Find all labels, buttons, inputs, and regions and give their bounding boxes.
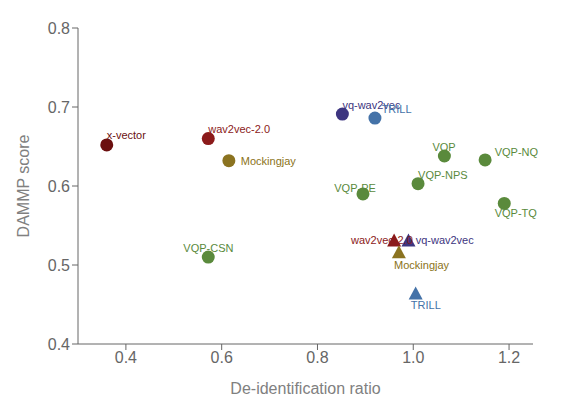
svg-text:0.8: 0.8 bbox=[48, 20, 70, 37]
svg-text:0.6: 0.6 bbox=[48, 178, 70, 195]
svg-text:Mockingjay: Mockingjay bbox=[394, 259, 450, 271]
svg-text:x-vector: x-vector bbox=[107, 129, 146, 141]
svg-text:Mockingjay: Mockingjay bbox=[241, 155, 297, 167]
svg-text:vq-wav2vec: vq-wav2vec bbox=[416, 234, 475, 246]
svg-text:DAMMP score: DAMMP score bbox=[15, 134, 32, 237]
svg-text:0.4: 0.4 bbox=[48, 336, 70, 353]
svg-text:0.4: 0.4 bbox=[115, 349, 137, 366]
svg-text:wav2vec-2.0: wav2vec-2.0 bbox=[350, 234, 413, 246]
svg-text:0.6: 0.6 bbox=[211, 349, 233, 366]
svg-text:VQP-PE: VQP-PE bbox=[334, 182, 376, 194]
svg-text:1.2: 1.2 bbox=[498, 349, 520, 366]
svg-text:De-identification ratio: De-identification ratio bbox=[230, 380, 380, 397]
svg-text:0.7: 0.7 bbox=[48, 99, 70, 116]
svg-text:1.0: 1.0 bbox=[402, 349, 424, 366]
svg-text:vq-wav2vec: vq-wav2vec bbox=[342, 98, 401, 111]
svg-text:VQP-CSN: VQP-CSN bbox=[183, 242, 233, 254]
svg-text:VQP: VQP bbox=[432, 141, 455, 153]
svg-text:VQP-NPS: VQP-NPS bbox=[418, 169, 468, 181]
svg-text:VQP-TQ: VQP-TQ bbox=[495, 207, 538, 219]
svg-text:wav2vec-2.0: wav2vec-2.0 bbox=[207, 123, 270, 135]
svg-text:0.8: 0.8 bbox=[306, 349, 328, 366]
svg-text:TRILL: TRILL bbox=[411, 299, 441, 311]
svg-text:0.5: 0.5 bbox=[48, 257, 70, 274]
svg-text:TRILL: TRILL bbox=[382, 103, 412, 115]
svg-text:VQP-NQ: VQP-NQ bbox=[495, 146, 539, 158]
